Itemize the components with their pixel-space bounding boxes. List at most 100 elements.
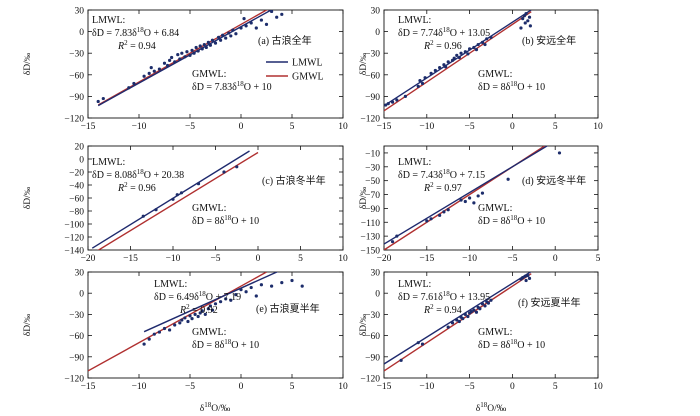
x-tick-label: 10 — [593, 382, 603, 392]
panel-1: −15 −10 −5 0 5 10−120−90−60−30030δD/‰LMWL:δD … — [22, 7, 348, 133]
x-tick-label: 5 — [596, 254, 601, 264]
data-point — [438, 66, 442, 70]
y-tick-label: −90 — [69, 353, 84, 363]
data-point — [213, 302, 218, 306]
data-point — [224, 297, 228, 301]
y-axis-label: δD/‰ — [358, 52, 369, 75]
data-point — [157, 330, 161, 334]
data-point — [468, 196, 472, 200]
data-point — [457, 319, 461, 324]
y-tick-label: −60 — [69, 332, 84, 342]
data-point — [154, 208, 158, 212]
lmwl-equation: δD = 7.83δ18O + 6.84 — [92, 26, 179, 39]
x-tick-label: −10 — [132, 122, 147, 132]
plot-frame — [383, 271, 599, 379]
data-point — [259, 18, 263, 22]
y-tick-label: 0 — [79, 28, 84, 38]
panel-6: −15 −10 −5 0 5 10−120−90−60−30030δD/‰LMWL:δD … — [358, 269, 603, 393]
data-point — [480, 40, 485, 45]
data-point — [483, 304, 487, 308]
data-point — [416, 341, 420, 345]
data-point — [165, 63, 170, 68]
gmwl-title: GMWL: — [478, 327, 512, 338]
y-tick-label: −150 — [360, 247, 380, 257]
data-point — [200, 47, 204, 51]
y-tick-label: 30 — [75, 7, 85, 17]
panel-label: (b) 安远全年 — [522, 34, 576, 47]
data-point — [222, 170, 226, 174]
x-tick-label: 5 — [290, 382, 295, 392]
x-tick-label: 5 — [553, 382, 558, 392]
data-point — [186, 319, 190, 324]
data-point — [188, 53, 192, 57]
y-tick-label: −30 — [365, 163, 380, 173]
y-tick-label: 0 — [375, 28, 380, 38]
x-tick-label: −10 — [419, 382, 434, 392]
data-point — [227, 31, 231, 35]
y-tick-label: −50 — [365, 177, 380, 187]
data-point — [455, 53, 459, 57]
data-point — [468, 47, 472, 51]
data-point — [480, 302, 485, 306]
lmwl-equation: δD = 7.43δ18O + 7.15 — [398, 168, 485, 181]
data-point — [528, 24, 532, 28]
data-point — [198, 44, 202, 48]
data-point — [455, 318, 459, 322]
data-point — [526, 19, 530, 23]
data-point — [472, 308, 476, 312]
data-point — [489, 35, 493, 39]
data-point — [519, 26, 523, 30]
x-tick-label: −10 — [462, 254, 477, 264]
y-tick-label: 30 — [75, 269, 85, 279]
data-point — [527, 15, 532, 19]
data-point — [523, 274, 527, 278]
data-point — [254, 294, 258, 298]
gmwl-equation: δD = 8δ18O + 10 — [478, 80, 545, 93]
data-point — [142, 74, 146, 78]
data-point — [466, 314, 470, 319]
lmwl-title: LMWL: — [92, 157, 125, 168]
data-point — [416, 84, 420, 88]
lmwl-equation: δD = 6.49δ18O + 7.19 — [154, 290, 241, 303]
data-point — [196, 182, 201, 186]
data-point — [466, 52, 470, 56]
data-point — [234, 32, 238, 36]
x-tick-label: 0 — [256, 254, 261, 264]
data-point — [175, 193, 179, 197]
data-point — [194, 45, 198, 50]
data-point — [229, 298, 233, 302]
data-point — [162, 61, 167, 65]
panel-label: (e) 古浪夏半年 — [256, 302, 320, 315]
data-point — [193, 312, 197, 316]
data-point — [188, 314, 192, 318]
x-tick-label: 10 — [593, 122, 603, 132]
data-point — [386, 102, 390, 106]
data-point — [204, 45, 208, 50]
plot-frame — [87, 271, 344, 379]
y-tick-label: −20 — [69, 169, 84, 179]
data-point — [395, 98, 399, 102]
gmwl-title: GMWL: — [192, 327, 226, 338]
y-tick-label: −90 — [365, 93, 380, 103]
y-tick-label: −40 — [69, 182, 84, 192]
data-point — [557, 151, 562, 155]
y-tick-label: −30 — [69, 311, 84, 321]
data-point — [259, 283, 263, 287]
data-point — [127, 86, 131, 90]
x-tick-label: −10 — [419, 122, 434, 132]
data-point — [463, 199, 467, 204]
data-point — [183, 55, 187, 59]
data-point — [210, 38, 215, 42]
data-point — [249, 21, 253, 25]
r2-value: R2 = 0.92 — [179, 303, 218, 316]
y-axis-label: δD/‰ — [22, 186, 33, 209]
x-tick-label: −5 — [507, 254, 517, 264]
data-point — [442, 210, 446, 214]
plot-frame — [383, 9, 599, 119]
r2-value: R2 = 0.94 — [423, 303, 462, 316]
y-tick-label: −120 — [64, 375, 84, 385]
data-point — [219, 38, 223, 42]
data-point — [423, 76, 427, 80]
data-point — [472, 45, 476, 50]
r2-value: R2 = 0.96 — [423, 39, 462, 52]
